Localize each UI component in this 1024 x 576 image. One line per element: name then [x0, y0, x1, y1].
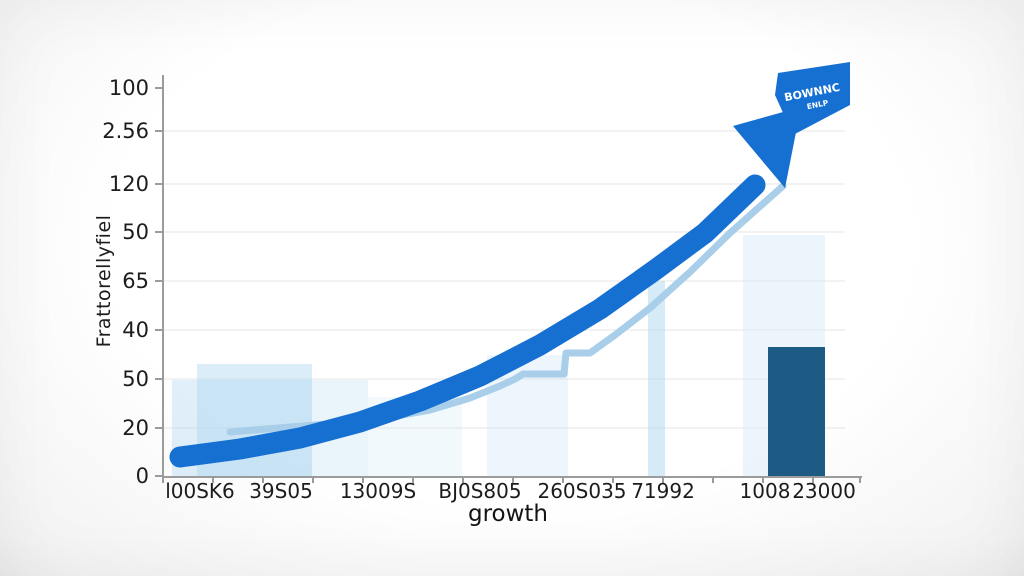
y-tick-label: 20 — [122, 416, 149, 440]
decorative-bar — [648, 281, 665, 477]
arrow-flag — [775, 62, 850, 135]
x-tick-label: 260S035 — [537, 479, 626, 503]
y-axis-title: Frattorellyfiel — [93, 214, 115, 348]
x-tick-label: 71992 — [631, 479, 695, 503]
x-tick-label: 13009S — [340, 479, 416, 503]
x-tick-label: 39S05 — [249, 479, 313, 503]
flag-text-line2: ENLP — [806, 98, 829, 111]
y-tick-label: 50 — [122, 220, 149, 244]
x-tick-label: l00SK6 — [165, 479, 235, 503]
y-tick-label: 65 — [122, 269, 149, 293]
x-axis-title: growth — [467, 501, 549, 527]
growth-arrow-head — [733, 107, 801, 188]
highlight-bar — [768, 347, 825, 477]
y-tick-label: 40 — [122, 318, 149, 342]
y-tick-label: 2.56 — [102, 119, 149, 143]
x-tick-label: 23000 — [792, 479, 856, 503]
y-tick-label: 120 — [109, 172, 149, 196]
y-tick-label: 100 — [109, 76, 149, 100]
growth-arrow-shaft — [169, 174, 766, 468]
x-tick-label: BJ0S805 — [438, 479, 521, 503]
x-tick-label: 1008 — [740, 479, 791, 503]
y-tick-label: 0 — [136, 464, 149, 488]
y-tick-label: 50 — [122, 367, 149, 391]
